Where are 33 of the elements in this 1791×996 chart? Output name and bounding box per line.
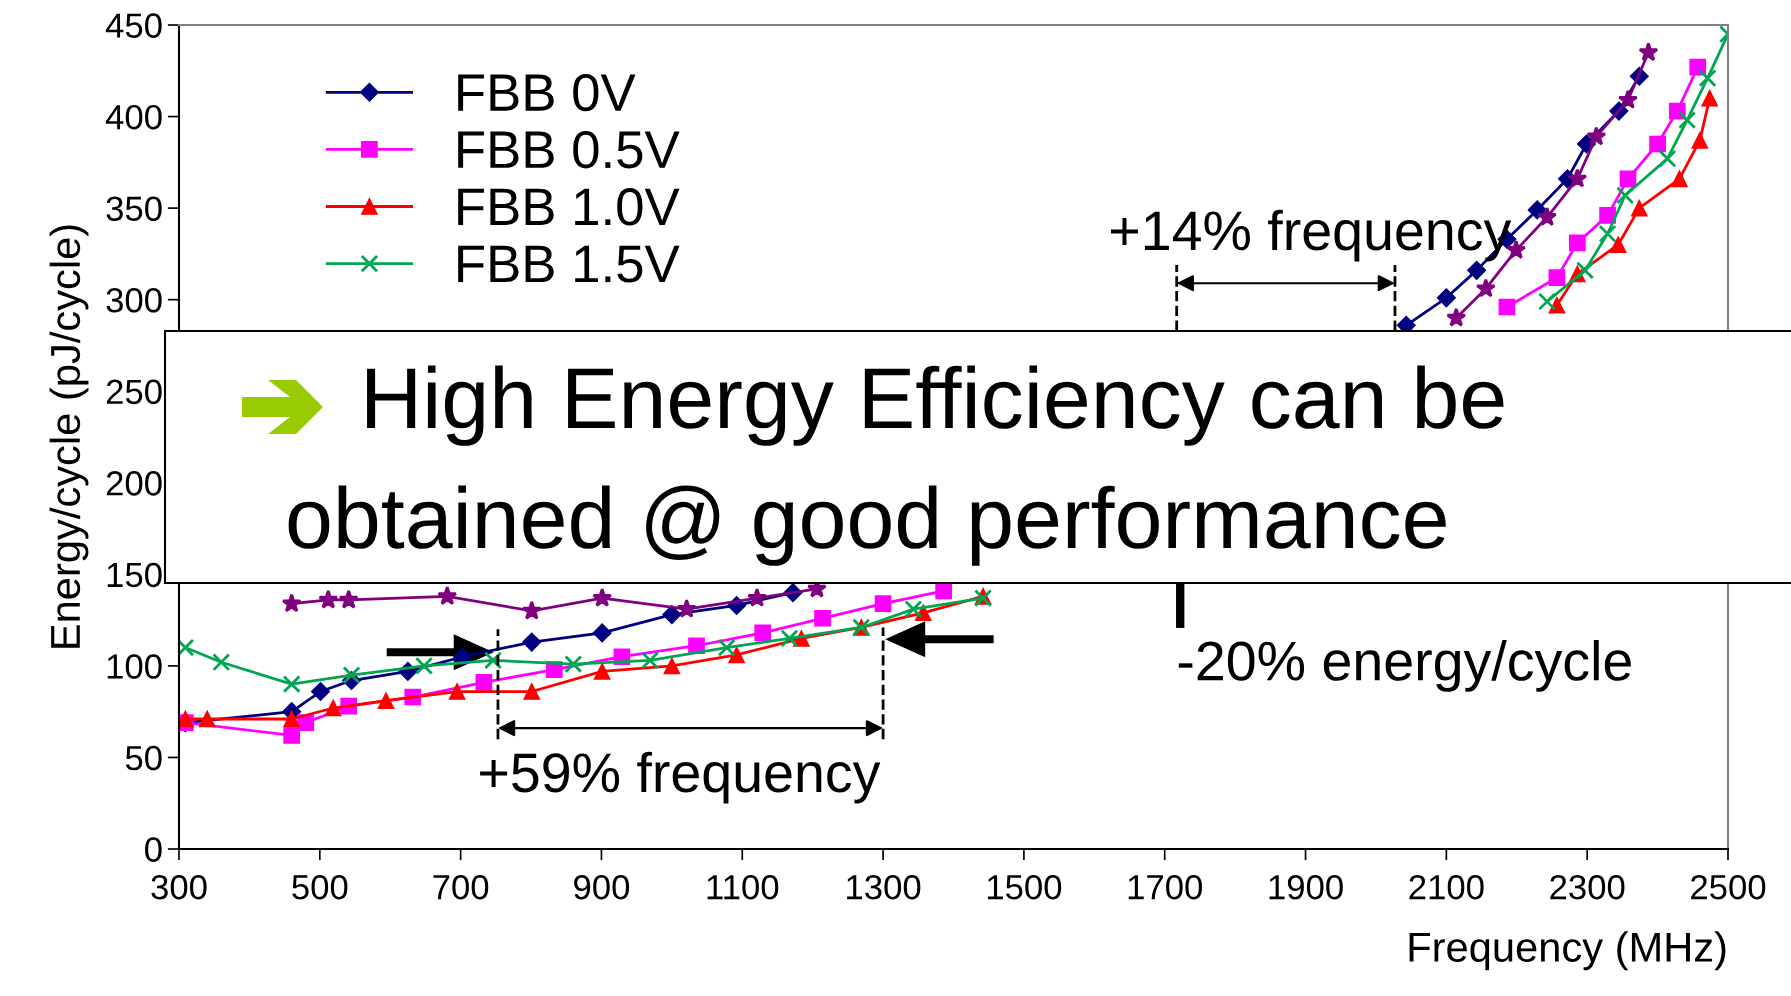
x-tick-label: 2500: [1691, 874, 1766, 900]
y-tick-label: 50: [125, 745, 162, 771]
legend-label: FBB 0V: [458, 73, 636, 112]
legend-label: FBB 1.0V: [458, 188, 680, 226]
y-tick-label: 350: [106, 196, 162, 222]
annotation: High Energy Efficiency can be: [367, 365, 1504, 446]
annotation: -20% energy/cycle: [1178, 639, 1631, 692]
annotation: obtained @ good performance: [288, 485, 1446, 566]
x-tick-label: 300: [151, 874, 207, 900]
x-tick-label: 1900: [1269, 874, 1343, 900]
x-tick-label: 2300: [1550, 874, 1625, 900]
y-tick-label: 100: [107, 654, 162, 679]
y-tick-label: 450: [105, 13, 162, 38]
annotation: +14% frequency: [1110, 209, 1512, 262]
annotation: +59% frequency: [480, 751, 881, 804]
x-tick-label: 1500: [987, 874, 1062, 900]
y-axis-title: Energy/cycle (pJ/cycle): [49, 225, 89, 648]
y-tick-label: 300: [106, 288, 162, 313]
x-tick-label: 500: [292, 874, 348, 900]
y-tick-label: 0: [145, 837, 162, 862]
legend-label: FBB 0.5V: [458, 131, 680, 169]
y-tick-label: 150: [107, 562, 162, 588]
x-tick-label: 1100: [707, 874, 779, 900]
x-tick-label: 2100: [1409, 874, 1484, 900]
x-tick-label: 700: [433, 874, 489, 900]
x-tick-label: 1700: [1128, 874, 1202, 900]
x-axis-title: Frequency (MHz): [1409, 931, 1726, 971]
legend-label: FBB 1.5V: [458, 245, 680, 283]
x-tick-label: 1300: [847, 874, 921, 900]
y-tick-label: 400: [105, 104, 162, 130]
x-tick-label: 900: [574, 874, 630, 900]
y-tick-label: 200: [106, 471, 162, 496]
y-tick-label: 250: [106, 379, 162, 405]
